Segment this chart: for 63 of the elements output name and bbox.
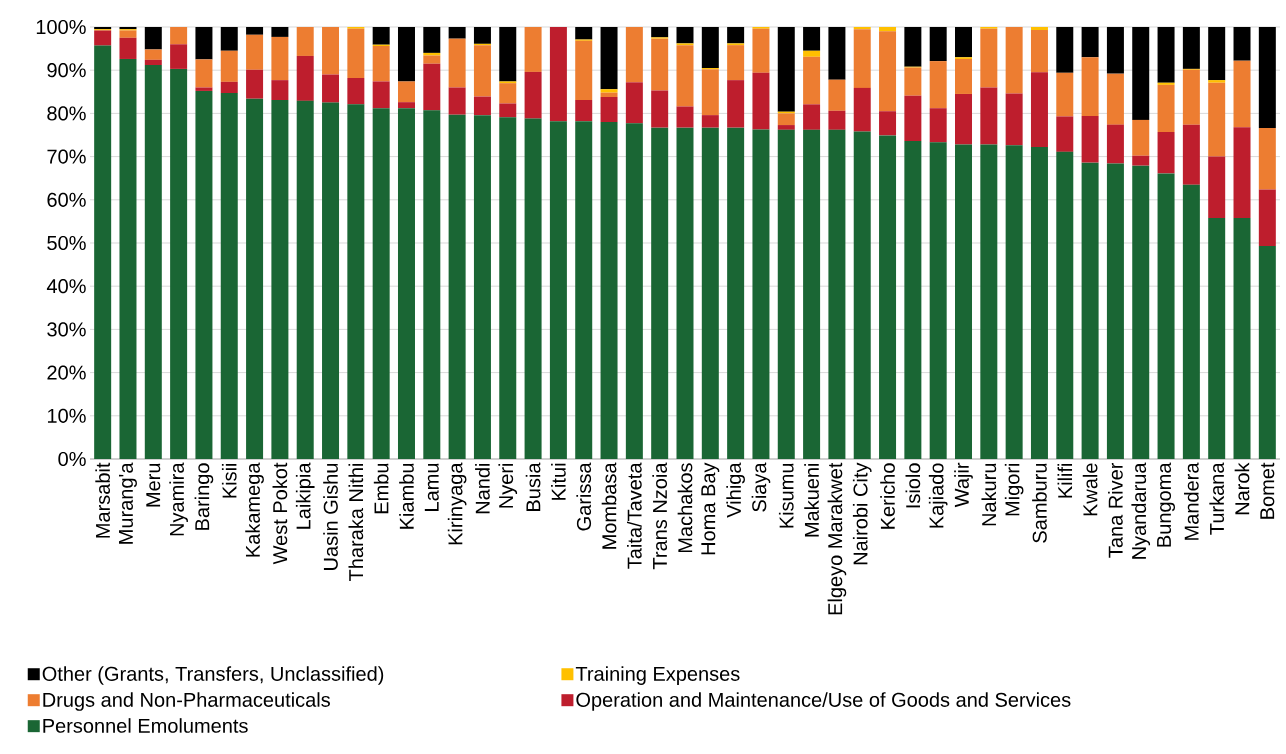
x-tick-label: Nyeri xyxy=(498,463,518,508)
legend-label: Other (Grants, Transfers, Unclassified) xyxy=(42,666,384,685)
x-tick-label: Kwale xyxy=(1082,463,1098,516)
legend-label: Training Expenses xyxy=(575,666,740,685)
x-tick-label: Nandi xyxy=(475,463,490,514)
x-tick-label: Nairobi City xyxy=(852,462,872,565)
x-tick-label: Uasin Gishu xyxy=(323,463,338,570)
x-tick-label: Isiolo xyxy=(905,463,921,508)
legend-label: Drugs and Non-Pharmaceuticals xyxy=(43,692,330,711)
x-tick-label: Vihiga xyxy=(726,462,745,518)
x-tick-label: Kilifi xyxy=(1057,463,1073,498)
y-tick-label: 30% xyxy=(47,322,86,337)
legend-label: Operation and Maintenance/Use of Goods and Services xyxy=(576,692,1071,711)
y-tick-label: 10% xyxy=(47,408,86,423)
x-tick-label: Kiambu xyxy=(399,463,414,529)
x-tick-label: Laikipia xyxy=(295,462,315,529)
x-tick-label: Kitui xyxy=(551,463,566,500)
y-tick-label: 100% xyxy=(36,19,86,35)
x-tick-label: Baringo xyxy=(194,463,214,530)
x-tick-label: Embu xyxy=(373,463,389,514)
x-tick-label: Lamu xyxy=(424,463,439,511)
x-tick-label: Kirinyaga xyxy=(447,462,467,545)
x-tick-label: Garissa xyxy=(576,462,592,531)
x-tick-label: Makueni xyxy=(804,463,819,537)
x-tick-label: Murang'a xyxy=(119,462,137,544)
x-tick-label: Samburu xyxy=(1032,463,1047,543)
y-tick-label: 70% xyxy=(47,149,86,164)
x-tick-label: Wajir xyxy=(954,462,973,508)
x-tick-label: Machakos xyxy=(677,463,693,553)
x-tick-label: Busia xyxy=(525,462,541,511)
x-tick-label: Siaya xyxy=(751,462,771,512)
x-tick-label: Bungoma xyxy=(1157,462,1176,547)
x-tick-label: Meru xyxy=(146,463,161,507)
y-tick-label: 50% xyxy=(47,235,86,251)
x-tick-label: Taita/Taveta xyxy=(627,462,642,569)
x-tick-label: Elgeyo Marakwet xyxy=(827,462,847,615)
x-tick-label: Marsabit xyxy=(95,462,111,538)
x-tick-label: Turkana xyxy=(1209,462,1225,535)
x-tick-label: Migori xyxy=(1004,463,1024,516)
x-tick-label: Kisii xyxy=(221,463,237,498)
x-tick-label: Mombasa xyxy=(601,462,617,549)
y-tick-label: 0% xyxy=(58,451,86,467)
x-tick-label: Kajiado xyxy=(928,463,948,528)
y-tick-label: 60% xyxy=(47,192,86,207)
y-tick-label: 20% xyxy=(47,365,86,380)
x-tick-label: Mandera xyxy=(1184,462,1199,540)
x-tick-label: Kakamega xyxy=(245,462,264,557)
x-tick-label: Trans Nzoia xyxy=(652,462,668,570)
x-tick-label: Tana River xyxy=(1108,462,1123,558)
x-tick-label: Kisumu xyxy=(778,463,794,528)
x-tick-label: Narok xyxy=(1234,462,1250,515)
y-tick-label: 40% xyxy=(46,279,86,294)
x-tick-label: Kericho xyxy=(880,463,895,529)
x-tick-label: Tharaka Nithi xyxy=(348,463,364,581)
x-tick-label: Nakuru xyxy=(981,463,997,526)
x-tick-label: Bomet xyxy=(1260,462,1275,519)
x-tick-label: Nyamira xyxy=(169,462,188,536)
y-tick-label: 80% xyxy=(47,106,86,121)
x-tick-label: Homa Bay xyxy=(701,462,720,555)
x-tick-label: Nyandarua xyxy=(1131,462,1151,559)
x-tick-label: West Pokot xyxy=(272,462,288,565)
y-tick-label: 90% xyxy=(47,63,86,78)
legend-label: Personnel Emoluments xyxy=(43,718,248,733)
